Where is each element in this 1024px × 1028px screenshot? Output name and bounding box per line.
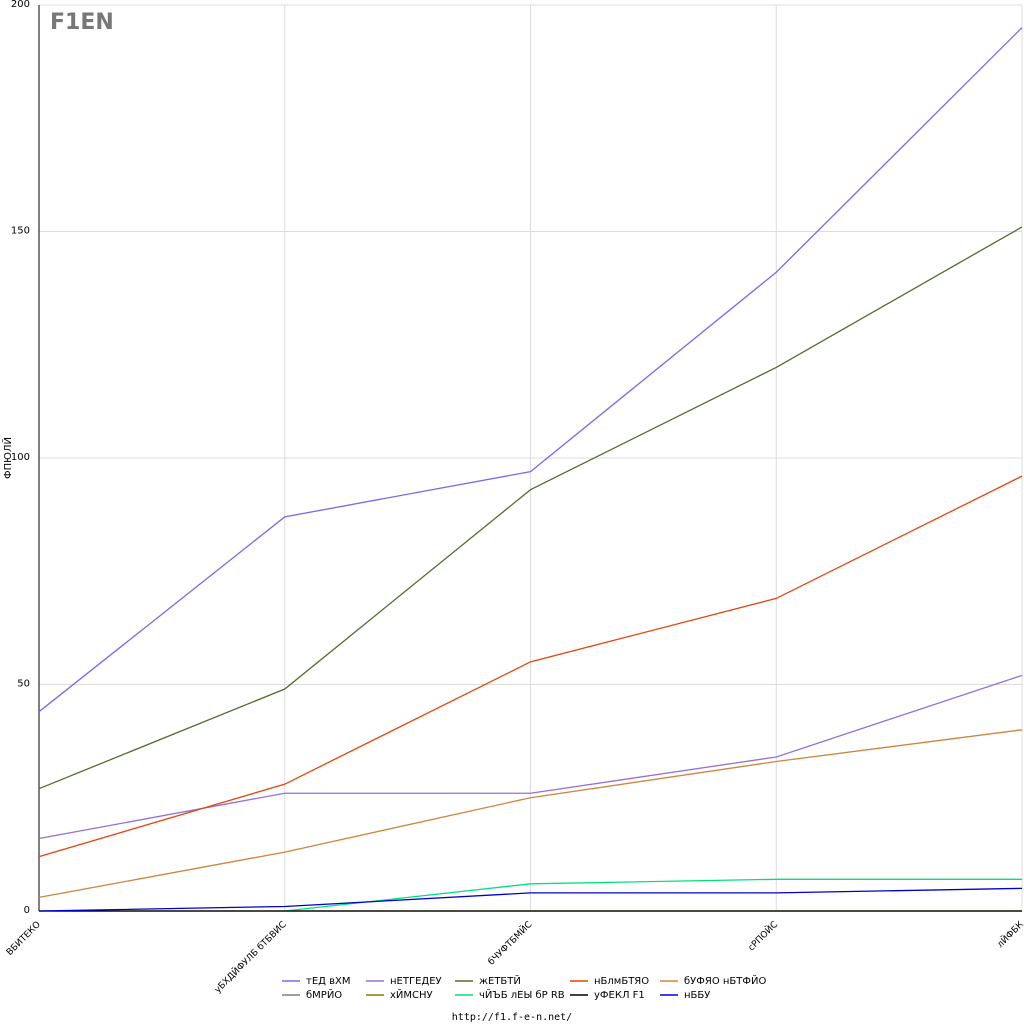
legend-label: бУФЯО нБТФЙО (684, 974, 766, 987)
legend-label: чЙЪБ лЕЫ бР RB (479, 988, 565, 1001)
y-tick-label: 50 (17, 679, 30, 690)
legend-label: бМРЙО (306, 988, 342, 1001)
x-tick-label: бЧУФТБМЙС (485, 918, 534, 967)
legend-label: жЕТБТЙ (479, 974, 521, 987)
y-tick-label: 150 (11, 226, 30, 237)
x-tick-label: ВБИТЕКО (5, 920, 43, 958)
series-line (38, 729, 1023, 899)
series-line (38, 226, 1023, 790)
x-tick-label: сРПОЙС (745, 918, 780, 953)
logo: F1EN (50, 10, 114, 35)
series-line (38, 887, 1023, 912)
y-tick-label: 200 (11, 0, 30, 10)
legend-label: хЙМСНУ (390, 988, 433, 1001)
y-tick-label: 0 (24, 905, 30, 916)
legend-label: тЕД вХМ (306, 976, 351, 987)
series-line (284, 878, 1022, 912)
x-tick-label: лЙФБК (994, 918, 1024, 950)
legend-label: нБлмБТЯО (594, 976, 649, 987)
y-tick-label: 100 (11, 452, 30, 463)
series-line (38, 475, 1023, 858)
legend-label: нББУ (684, 990, 710, 1001)
y-axis-label: ФПЮЛЙ (1, 437, 14, 479)
logo-box (48, 10, 98, 36)
legend-label: нЕТГЕДЕУ (390, 976, 442, 987)
x-tick-label: уБХДЙФУЛБ бТБВИС (212, 918, 289, 995)
footer: http://f1.f-e-n.net/ (452, 1012, 572, 1023)
series-line (38, 27, 1023, 713)
legend-label: уФЕКЛ F1 (594, 990, 645, 1001)
